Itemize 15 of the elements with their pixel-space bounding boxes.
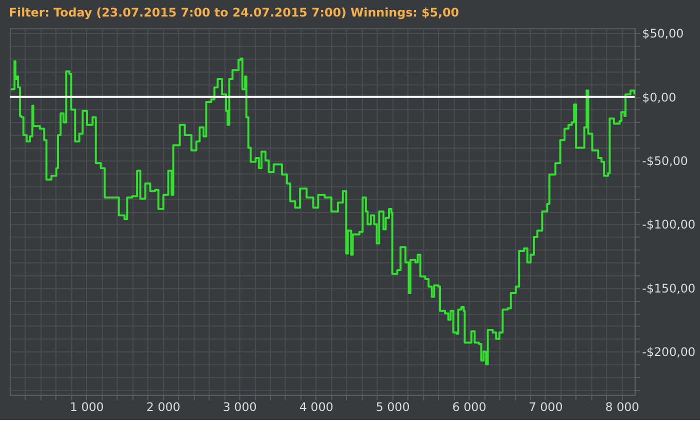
- y-tick-label: -$50,00: [642, 154, 688, 168]
- y-tick-label: -$200,00: [642, 345, 696, 360]
- y-tick-label: -$150,00: [642, 281, 696, 296]
- chart-title: Filter: Today (23.07.2015 7:00 to 24.07.2015 7:00) Winnings: $5,00: [8, 5, 460, 20]
- y-tick-label: -$100,00: [642, 218, 696, 232]
- y-tick-label: $50,00: [642, 26, 684, 41]
- x-tick-label: 7 000: [528, 400, 563, 414]
- x-tick-label: 3 000: [222, 400, 257, 414]
- x-tick-label: 8 000: [605, 400, 640, 414]
- x-tick-label: 2 000: [146, 400, 180, 414]
- x-tick-label: 5 000: [376, 400, 410, 414]
- x-tick-label: 6 000: [452, 400, 486, 414]
- y-tick-label: $0,00: [642, 90, 676, 104]
- x-tick-label: 4 000: [299, 400, 334, 414]
- x-tick-label: 1 000: [70, 400, 104, 414]
